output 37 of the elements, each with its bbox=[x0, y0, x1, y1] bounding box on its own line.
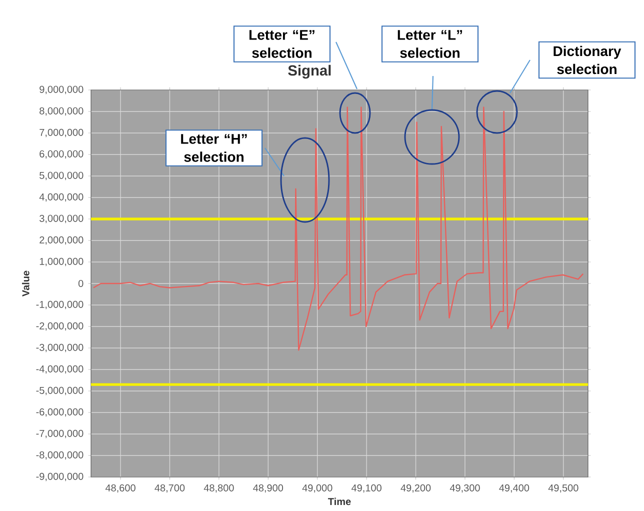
y-tick-label: -1,000,000 bbox=[36, 300, 84, 310]
y-tick-label: 9,000,000 bbox=[40, 86, 84, 94]
x-tick-label: 48,900 bbox=[253, 484, 284, 493]
x-tick-label: 48,700 bbox=[154, 484, 185, 493]
y-tick-label: -6,000,000 bbox=[36, 408, 84, 417]
y-tick-label: -8,000,000 bbox=[36, 451, 84, 460]
y-tick-label: 1,000,000 bbox=[40, 258, 84, 266]
y-tick-label: 5,000,000 bbox=[40, 172, 84, 180]
y-tick-label: -4,000,000 bbox=[36, 365, 84, 374]
y-tick-label: 7,000,000 bbox=[40, 128, 84, 138]
chart-title: Signal bbox=[288, 64, 331, 79]
y-tick-label: -2,000,000 bbox=[36, 322, 84, 331]
y-tick-label: 0 bbox=[78, 280, 84, 288]
x-tick-label: 48,800 bbox=[204, 484, 234, 493]
y-tick-label: -3,000,000 bbox=[36, 344, 84, 352]
x-axis-title: Time bbox=[328, 498, 351, 506]
x-tick-label: 49,100 bbox=[352, 484, 382, 493]
y-tick-label: 3,000,000 bbox=[40, 214, 84, 224]
text: Letter “L” selection bbox=[398, 30, 462, 58]
y-tick-label: -7,000,000 bbox=[36, 430, 84, 438]
x-tick-label: 49,300 bbox=[450, 484, 480, 493]
text: Letter “E” selection bbox=[249, 30, 314, 58]
x-tick-label: 49,400 bbox=[499, 484, 530, 493]
text: Dictionary selection bbox=[554, 46, 622, 74]
x-tick-label: 49,000 bbox=[302, 484, 332, 493]
annotation: Letter “H” selection bbox=[181, 134, 247, 162]
y-axis-title: Value bbox=[22, 270, 30, 296]
y-tick-label: 6,000,000 bbox=[40, 150, 84, 159]
y-tick-label: 8,000,000 bbox=[40, 107, 84, 116]
y-tick-label: 4,000,000 bbox=[39, 193, 84, 202]
x-tick-label: 49,500 bbox=[548, 484, 578, 493]
x-tick-label: 49,200 bbox=[400, 484, 431, 493]
y-tick-label: -9,000,000 bbox=[36, 472, 84, 482]
x-tick-label: 48,600 bbox=[105, 484, 136, 493]
y-tick-label: -5,000,000 bbox=[36, 386, 84, 396]
y-tick-label: 2,000,000 bbox=[40, 236, 84, 245]
line-series bbox=[92, 106, 584, 351]
